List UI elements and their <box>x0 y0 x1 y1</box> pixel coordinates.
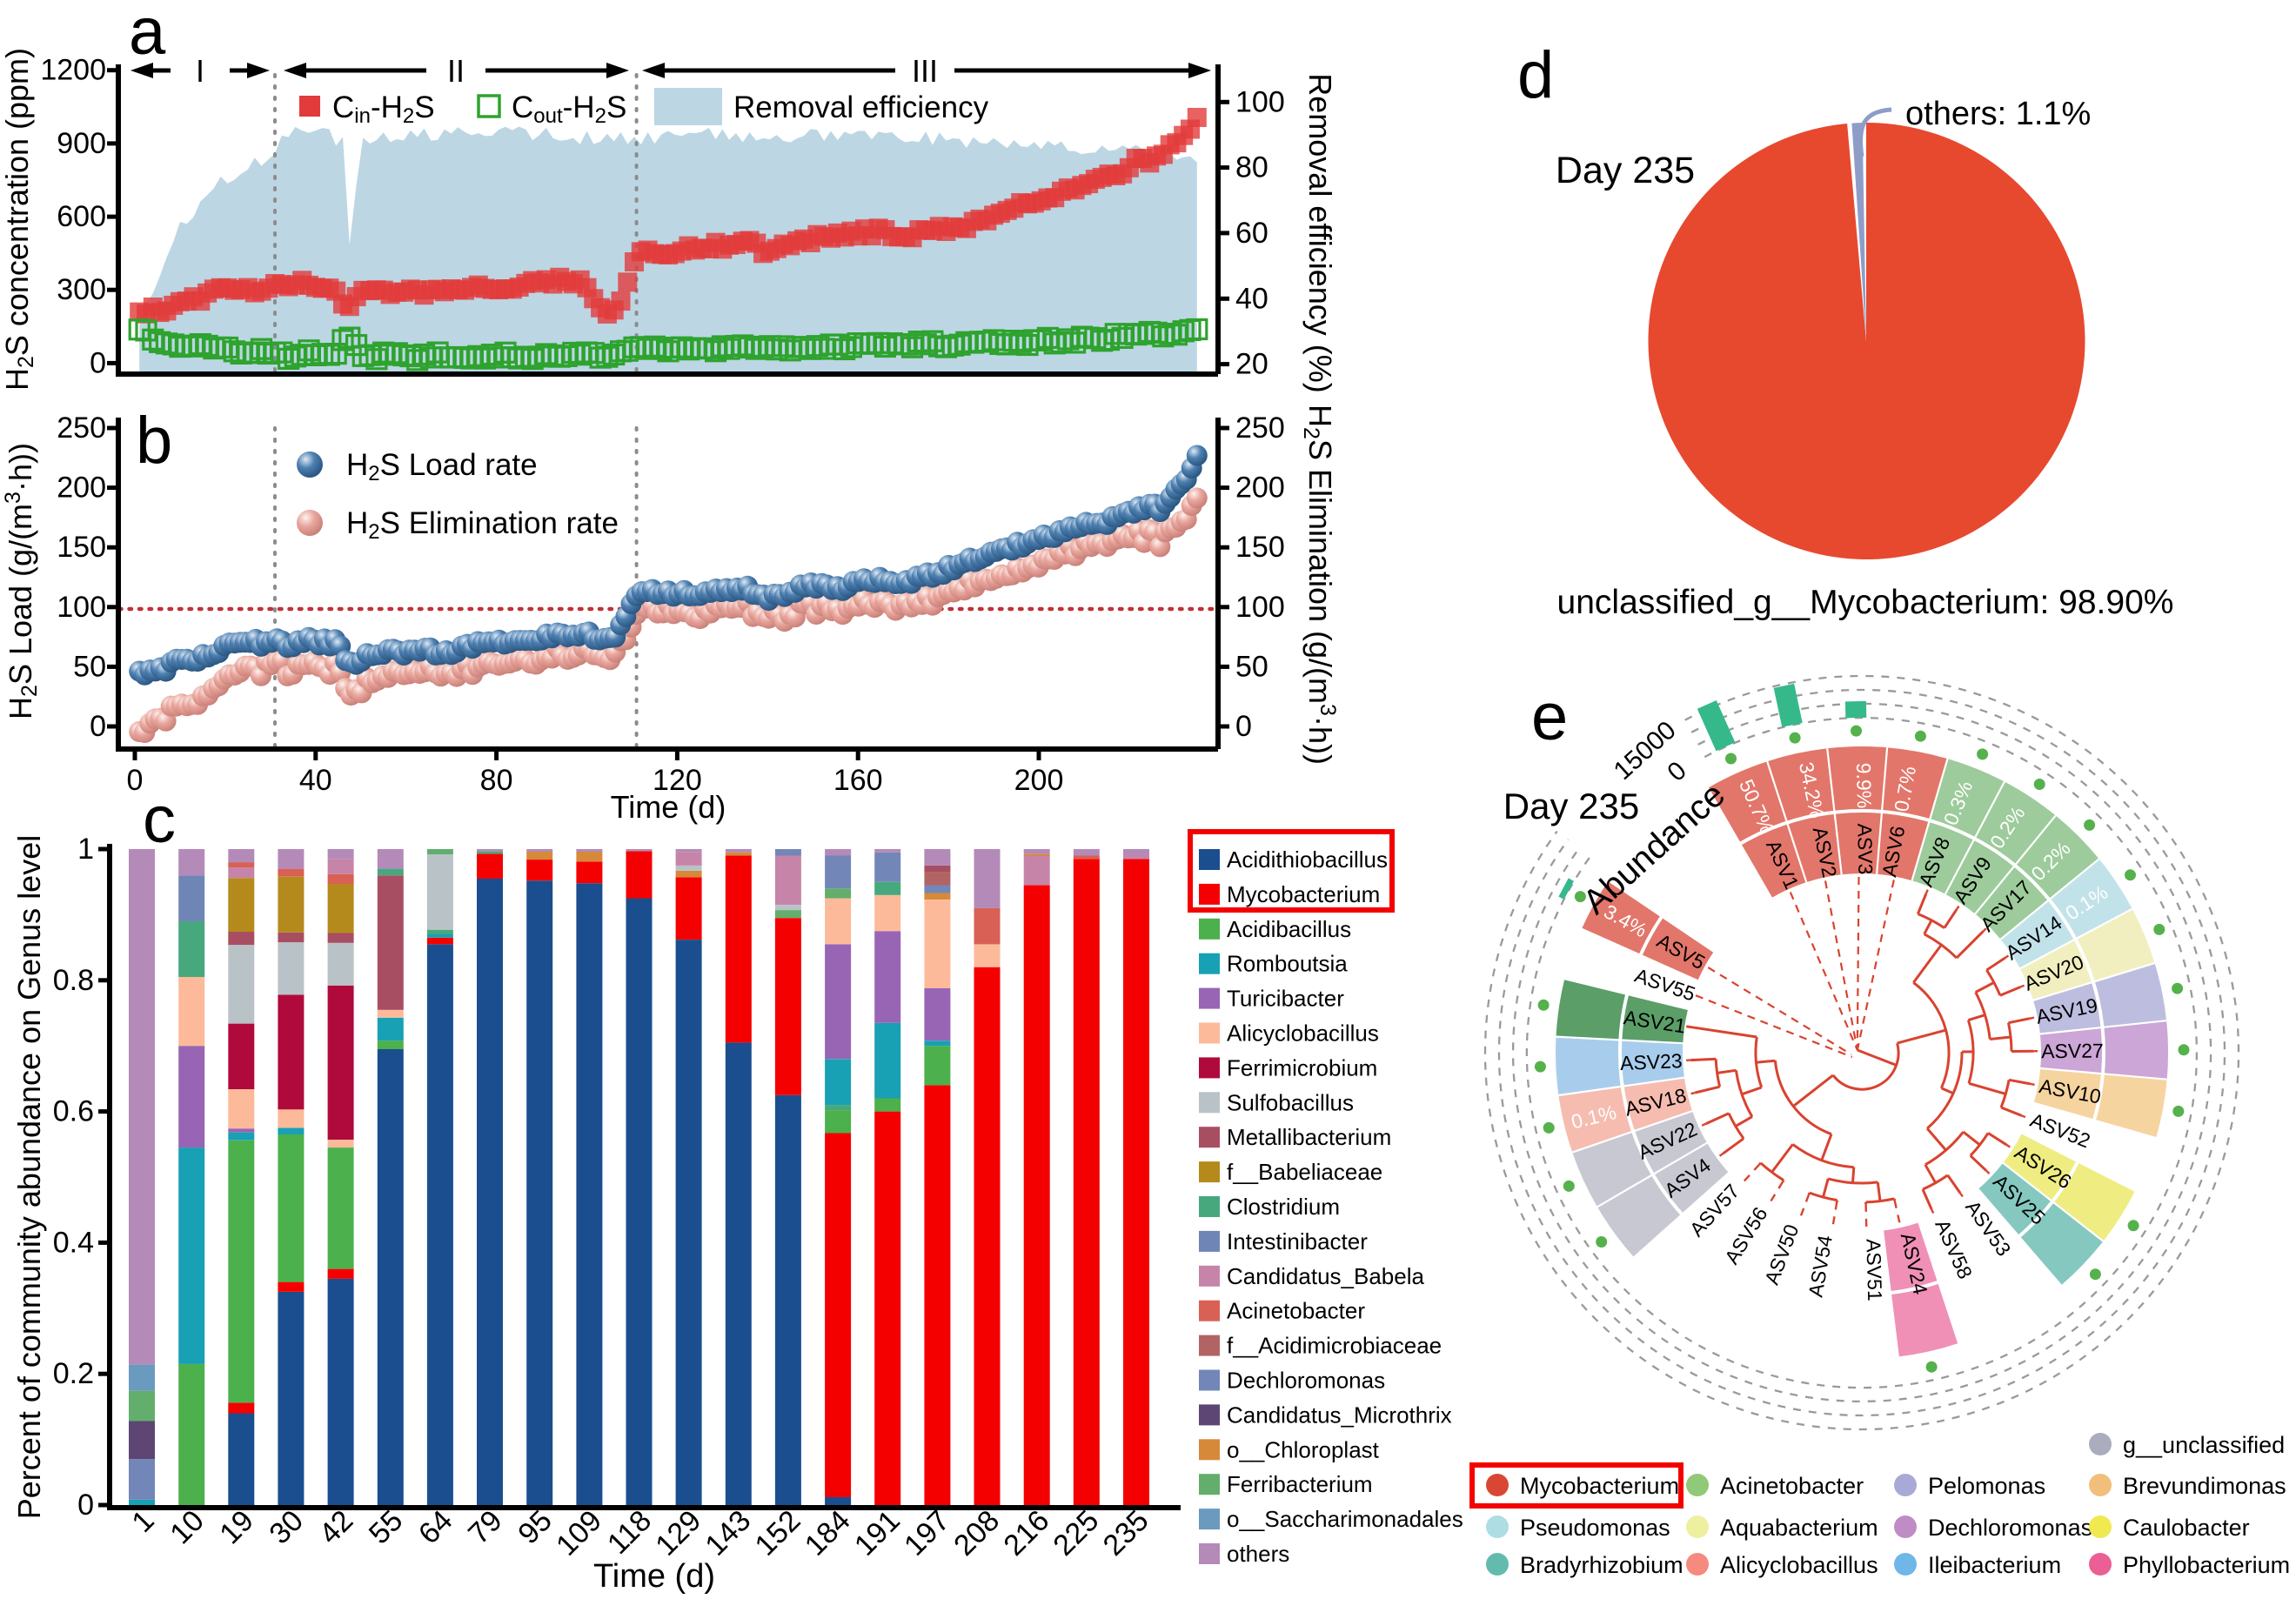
svg-text:0: 0 <box>77 1489 94 1522</box>
svg-text:Day 235: Day 235 <box>1503 786 1639 826</box>
svg-text:20: 20 <box>1235 348 1268 381</box>
svg-text:f__Babeliaceae: f__Babeliaceae <box>1227 1159 1382 1185</box>
svg-text:unclassified_g__Mycobacterium:: unclassified_g__Mycobacterium: 98.90% <box>1557 584 2174 621</box>
svg-text:ASV3: ASV3 <box>1853 823 1877 874</box>
svg-text:Bradyrhizobium: Bradyrhizobium <box>1520 1552 1684 1578</box>
svg-text:Ferrimicrobium: Ferrimicrobium <box>1227 1054 1377 1080</box>
svg-text:1: 1 <box>77 833 94 866</box>
svg-text:Acidithiobacillus: Acidithiobacillus <box>1227 846 1388 873</box>
svg-text:Phyllobacterium: Phyllobacterium <box>2123 1552 2290 1578</box>
svg-text:Metallibacterium: Metallibacterium <box>1227 1124 1391 1150</box>
svg-text:c: c <box>143 783 176 857</box>
svg-text:160: 160 <box>833 764 883 797</box>
svg-text:H2​S Elimination rate: H2​S Elimination rate <box>346 506 619 544</box>
svg-text:0.4: 0.4 <box>53 1226 94 1259</box>
svg-text:Time (d): Time (d) <box>611 789 726 825</box>
svg-text:600: 600 <box>57 200 106 233</box>
svg-text:80: 80 <box>1235 151 1268 184</box>
svg-text:Acinetobacter: Acinetobacter <box>1227 1298 1365 1324</box>
svg-text:200: 200 <box>57 472 106 505</box>
svg-text:II: II <box>447 53 465 89</box>
svg-text:Dechloromonas: Dechloromonas <box>1227 1368 1385 1394</box>
svg-text:Cout​-H2​S: Cout​-H2​S <box>512 90 626 128</box>
svg-text:Turicibacter: Turicibacter <box>1227 986 1344 1012</box>
svg-text:ASV23: ASV23 <box>1620 1049 1684 1074</box>
svg-text:Acidibacillus: Acidibacillus <box>1227 916 1351 942</box>
svg-text:ASV51: ASV51 <box>1862 1239 1886 1301</box>
svg-text:0: 0 <box>90 346 106 379</box>
svg-text:Removal efficiency: Removal efficiency <box>733 90 989 124</box>
svg-text:300: 300 <box>57 273 106 306</box>
svg-text:Candidatus_Babela: Candidatus_Babela <box>1227 1263 1424 1289</box>
svg-text:Time (d): Time (d) <box>593 1558 715 1595</box>
svg-text:200: 200 <box>1235 472 1285 505</box>
svg-text:50: 50 <box>73 650 106 683</box>
svg-text:0.2: 0.2 <box>53 1357 94 1390</box>
svg-text:others: others <box>1227 1541 1289 1567</box>
svg-text:0: 0 <box>1235 710 1252 743</box>
svg-text:III: III <box>912 53 938 89</box>
svg-text:250: 250 <box>1235 411 1285 445</box>
svg-text:Brevundimonas: Brevundimonas <box>2123 1473 2286 1499</box>
svg-text:g__unclassified: g__unclassified <box>2123 1432 2285 1458</box>
svg-text:H2​S Load (g/(m3​·h)): H2​S Load (g/(m3​·h)) <box>1 443 42 719</box>
svg-text:a: a <box>129 0 166 69</box>
svg-text:Ferribacterium: Ferribacterium <box>1227 1471 1373 1497</box>
svg-text:60: 60 <box>1235 217 1268 250</box>
svg-text:Mycobacterium: Mycobacterium <box>1227 881 1380 907</box>
svg-text:0.8: 0.8 <box>53 964 94 997</box>
svg-text:Pelomonas: Pelomonas <box>1928 1473 2045 1499</box>
svg-text:f__Acidimicrobiaceae: f__Acidimicrobiaceae <box>1227 1333 1442 1359</box>
svg-text:I: I <box>196 53 204 89</box>
svg-text:150: 150 <box>1235 531 1285 564</box>
svg-text:Aquabacterium: Aquabacterium <box>1720 1515 1878 1541</box>
svg-text:Cin​-H2​S: Cin​-H2​S <box>332 90 435 128</box>
svg-text:0: 0 <box>127 764 144 797</box>
svg-text:9.9%: 9.9% <box>1852 763 1876 809</box>
svg-text:others: 1.1%: others: 1.1% <box>1905 96 2091 132</box>
svg-text:Mycobacterium: Mycobacterium <box>1520 1473 1679 1499</box>
svg-text:b: b <box>136 404 172 478</box>
svg-text:e: e <box>1531 680 1568 754</box>
svg-text:Pseudomonas: Pseudomonas <box>1520 1515 1670 1541</box>
svg-text:o__Saccharimonadales: o__Saccharimonadales <box>1227 1506 1463 1532</box>
svg-text:80: 80 <box>480 764 513 797</box>
svg-text:ASV27: ASV27 <box>2041 1040 2104 1063</box>
svg-text:o__Chloroplast: o__Chloroplast <box>1227 1436 1380 1462</box>
svg-text:Acinetobacter: Acinetobacter <box>1720 1473 1864 1499</box>
svg-text:Removal efficiency (%): Removal efficiency (%) <box>1302 73 1338 392</box>
svg-text:Sulfobacillus: Sulfobacillus <box>1227 1089 1354 1115</box>
svg-text:900: 900 <box>57 127 106 160</box>
svg-text:40: 40 <box>299 764 332 797</box>
svg-text:200: 200 <box>1014 764 1064 797</box>
svg-text:H2​S concentration (ppm): H2​S concentration (ppm) <box>0 48 38 391</box>
svg-text:0.6: 0.6 <box>53 1095 94 1128</box>
svg-text:150: 150 <box>57 531 106 564</box>
svg-text:Day 235: Day 235 <box>1556 150 1695 191</box>
svg-text:1200: 1200 <box>40 54 106 87</box>
svg-text:Dechloromonas: Dechloromonas <box>1928 1515 2092 1541</box>
svg-text:d: d <box>1517 38 1554 112</box>
svg-text:Caulobacter: Caulobacter <box>2123 1515 2250 1541</box>
svg-text:Clostridium: Clostridium <box>1227 1194 1340 1220</box>
svg-text:100: 100 <box>1235 591 1285 624</box>
svg-text:Candidatus_Microthrix: Candidatus_Microthrix <box>1227 1402 1452 1428</box>
svg-text:50: 50 <box>1235 650 1268 683</box>
svg-text:250: 250 <box>57 411 106 445</box>
svg-text:100: 100 <box>57 591 106 624</box>
svg-text:40: 40 <box>1235 282 1268 315</box>
svg-text:Percent of community abundance: Percent of community abundance on Genus … <box>11 835 47 1519</box>
svg-text:Alicyclobacillus: Alicyclobacillus <box>1720 1552 1878 1578</box>
svg-text:Ileibacterium: Ileibacterium <box>1928 1552 2061 1578</box>
svg-text:0: 0 <box>90 710 106 743</box>
svg-text:Intestinibacter: Intestinibacter <box>1227 1228 1368 1254</box>
svg-text:100: 100 <box>1235 85 1285 118</box>
svg-text:Alicyclobacillus: Alicyclobacillus <box>1227 1020 1379 1047</box>
svg-text:Romboutsia: Romboutsia <box>1227 951 1348 977</box>
